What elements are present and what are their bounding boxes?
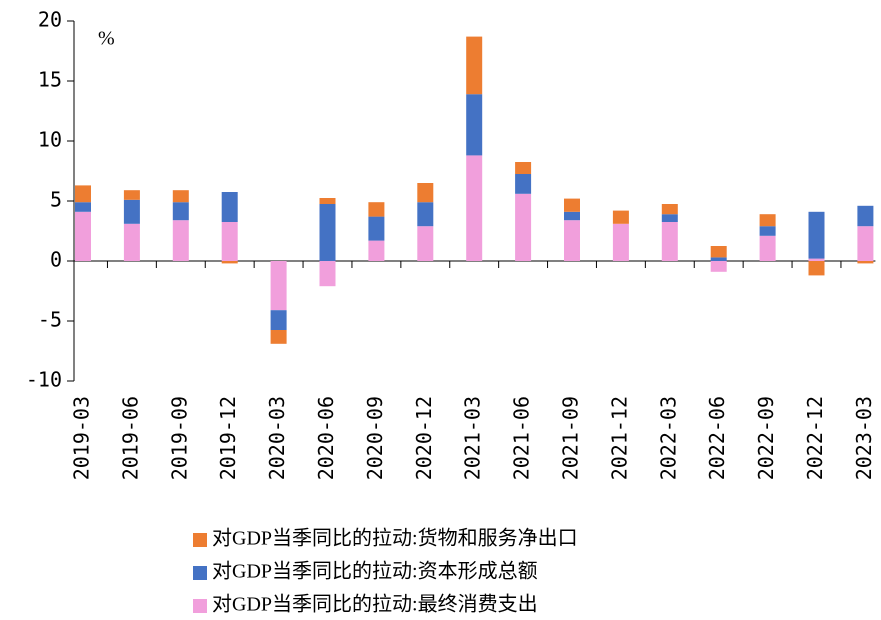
bar-segment	[270, 261, 287, 311]
legend-swatch	[193, 533, 207, 547]
legend-label: 对GDP当季同比的拉动:最终消费支出	[212, 593, 538, 616]
bar-segment	[759, 226, 776, 236]
bar-segment	[123, 190, 140, 200]
x-tick-label: 2019-12	[216, 396, 240, 480]
bar-segment	[466, 94, 483, 156]
bar-segment	[808, 261, 825, 276]
bar-segment	[172, 190, 189, 203]
x-tick-label: 2020-09	[363, 396, 387, 480]
bar-segment	[417, 202, 434, 227]
bar-segment	[661, 204, 678, 215]
bar-segment	[857, 205, 874, 227]
bar-segment	[221, 192, 238, 222]
bar-segment	[759, 214, 776, 227]
legend-swatch	[193, 599, 207, 613]
x-tick-label: 2020-03	[265, 396, 289, 480]
x-tick-label: 2022-09	[754, 396, 778, 480]
bar-segment	[75, 202, 91, 212]
bar-segment	[368, 202, 385, 217]
x-tick-label: 2021-03	[461, 396, 485, 480]
bar-segment	[75, 185, 91, 203]
y-tick-label: -10	[26, 368, 62, 392]
x-tick-label: 2019-06	[118, 396, 142, 480]
bar-segment	[710, 257, 727, 261]
bar-segment	[515, 162, 532, 174]
bar-segment	[564, 220, 580, 261]
x-tick-label: 2023-03	[852, 396, 876, 480]
bar-segment	[172, 202, 189, 221]
bar-segment	[319, 204, 336, 261]
bar-segment	[417, 226, 434, 261]
bar-segment	[515, 174, 532, 194]
bar-segment	[564, 211, 580, 221]
bar-segment	[710, 246, 727, 258]
bar-segment	[368, 216, 385, 241]
bar-segment	[710, 261, 727, 272]
y-tick-label: -5	[38, 308, 62, 332]
bar-segment	[123, 223, 140, 261]
bar-segment	[319, 261, 336, 287]
y-tick-label: 10	[38, 128, 62, 152]
bar-segment	[661, 214, 678, 222]
legend-label: 对GDP当季同比的拉动:资本形成总额	[212, 560, 538, 583]
unit-annotation: %	[98, 28, 115, 50]
bar-segment	[417, 183, 434, 203]
x-tick-label: 2019-03	[70, 396, 94, 480]
bar-segment	[612, 223, 629, 261]
bar-segment	[808, 258, 825, 261]
bar-segment	[319, 198, 336, 204]
bar-segment	[808, 211, 825, 259]
x-tick-label: 2021-09	[559, 396, 583, 480]
bar-segment	[221, 222, 238, 261]
x-tick-label: 2020-12	[412, 396, 436, 480]
x-tick-label: 2022-03	[656, 396, 680, 480]
bar-segment	[123, 199, 140, 224]
bar-segment	[172, 220, 189, 261]
bar-segment	[661, 222, 678, 261]
x-tick-label: 2020-06	[314, 396, 338, 480]
bar-segment	[270, 330, 287, 344]
x-tick-label: 2021-06	[510, 396, 534, 480]
y-tick-label: 20	[38, 8, 62, 32]
y-tick-label: 5	[50, 188, 62, 212]
legend-swatch	[193, 566, 207, 580]
bar-segment	[466, 36, 483, 95]
x-tick-label: 2021-12	[607, 396, 631, 480]
bar-segment	[612, 210, 629, 224]
y-tick-label: 0	[50, 248, 62, 272]
bar-segment	[75, 211, 91, 261]
bar-segment	[857, 226, 874, 261]
bar-segment	[759, 235, 776, 261]
x-tick-label: 2022-12	[803, 396, 827, 480]
y-tick-label: 15	[38, 68, 62, 92]
bar-segment	[466, 155, 483, 261]
bar-segment	[515, 193, 532, 261]
bar-segment	[857, 261, 874, 264]
bar-segment	[221, 261, 238, 264]
x-tick-label: 2019-09	[167, 396, 191, 480]
bar-segment	[368, 240, 385, 261]
x-tick-label: 2022-06	[705, 396, 729, 480]
bar-segment	[564, 198, 580, 212]
bar-segment	[270, 310, 287, 330]
legend-label: 对GDP当季同比的拉动:货物和服务净出口	[212, 527, 578, 550]
